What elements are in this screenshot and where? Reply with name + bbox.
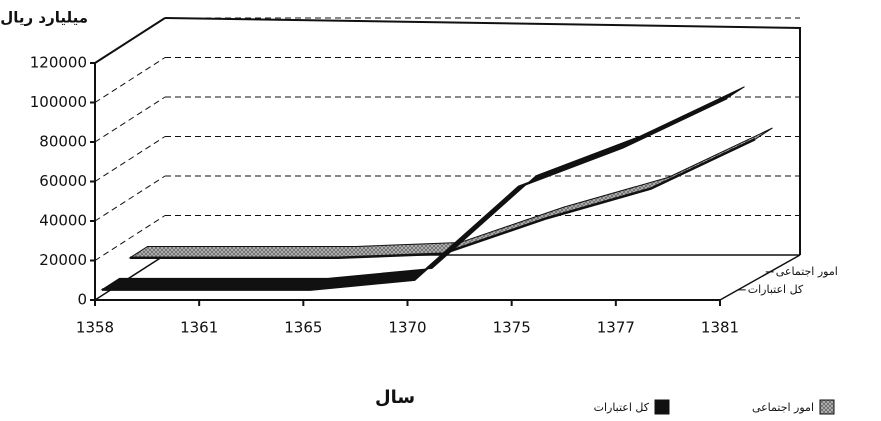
x-tick-label: 1365	[284, 319, 322, 337]
back-wall	[164, 17, 801, 255]
depth-label: امور اجتماعی	[776, 265, 838, 278]
legend-label: امور اجتماعی	[752, 401, 814, 414]
grid-line	[94, 175, 166, 222]
grid-line	[94, 57, 166, 103]
y-tick-label: 80000	[39, 133, 87, 151]
x-tick-label: 1370	[388, 319, 426, 337]
x-axis-label: سال	[375, 387, 415, 408]
x-tick-label: 1361	[180, 319, 218, 337]
floor-right-edge	[719, 254, 801, 301]
y-tick-label: 60000	[39, 172, 87, 190]
x-tick-label: 1375	[493, 319, 531, 337]
depth-label: کل اعتبارات	[748, 283, 804, 296]
y-tick-label: 120000	[30, 54, 87, 72]
y-tick-label: 0	[77, 291, 87, 309]
y-tick-label: 40000	[39, 212, 87, 230]
legend-swatch	[654, 399, 670, 415]
x-tick-label: 1377	[597, 319, 635, 337]
y-tick-label: 20000	[39, 251, 87, 269]
grid-line	[94, 17, 166, 64]
depth-edge	[94, 254, 166, 301]
x-tick-label: 1358	[76, 319, 114, 337]
ribbon-face	[128, 127, 773, 259]
series-line	[102, 96, 728, 291]
grid-line	[94, 215, 166, 261]
grid-line	[94, 96, 166, 143]
series-line	[130, 138, 756, 259]
legend-swatch	[819, 399, 835, 415]
x-tick-label: 1381	[701, 319, 739, 337]
legend-label: کل اعتبارات	[594, 401, 650, 414]
grid-line	[94, 136, 166, 182]
y-tick-label: 100000	[30, 93, 87, 111]
y-axis-label: میلیارد ریال	[0, 9, 88, 27]
